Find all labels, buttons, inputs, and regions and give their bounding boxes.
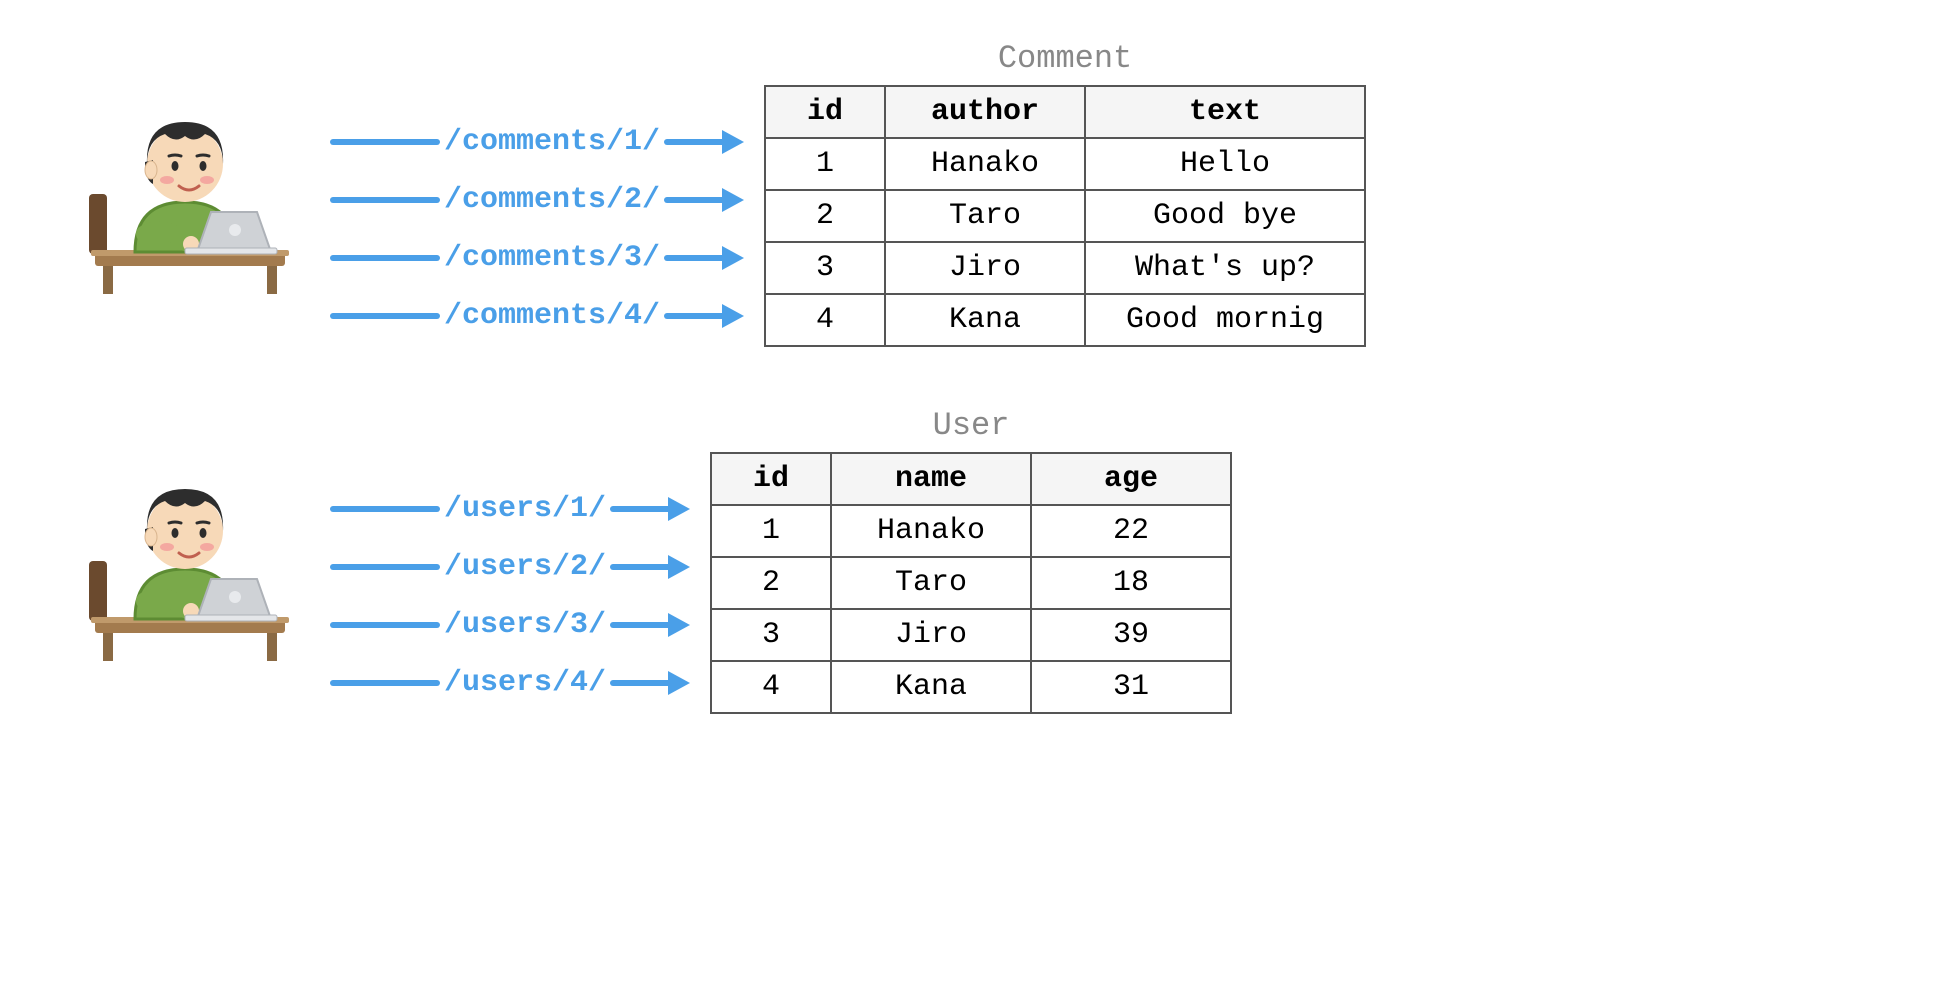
table-cell: Jiro — [885, 242, 1085, 294]
route-arrow: /users/2/ — [330, 547, 690, 587]
route-label: /comments/1/ — [440, 125, 664, 159]
arrow-line-icon — [330, 197, 440, 203]
table-cell: 3 — [711, 609, 831, 661]
table-row: 1HanakoHello — [765, 138, 1365, 190]
route-label: /users/1/ — [440, 492, 610, 526]
column-header: name — [831, 453, 1031, 505]
table-cell: Kana — [885, 294, 1085, 346]
table-cell: 4 — [711, 661, 831, 713]
table-title: Comment — [764, 40, 1366, 77]
arrow-head-icon — [668, 497, 690, 521]
arrow-line-icon — [664, 197, 724, 203]
route-arrow: /users/3/ — [330, 605, 690, 645]
table-row: 3JiroWhat's up? — [765, 242, 1365, 294]
arrow-line-icon — [610, 680, 670, 686]
table-column: Comment idauthortext1HanakoHello2TaroGoo… — [764, 40, 1366, 347]
table-cell: Taro — [831, 557, 1031, 609]
arrow-line-icon — [610, 506, 670, 512]
route-arrow: /comments/2/ — [330, 180, 744, 220]
arrow-head-icon — [668, 613, 690, 637]
table-row: 2Taro18 — [711, 557, 1231, 609]
table-cell: Hanako — [831, 505, 1031, 557]
table-cell: What's up? — [1085, 242, 1365, 294]
route-arrow: /users/1/ — [330, 489, 690, 529]
data-table: idauthortext1HanakoHello2TaroGood bye3Ji… — [764, 85, 1366, 347]
table-cell: Jiro — [831, 609, 1031, 661]
table-cell: 4 — [765, 294, 885, 346]
column-header: author — [885, 86, 1085, 138]
diagram-root: /comments/1/ /comments/2/ /comments/3/ /… — [60, 40, 1884, 714]
arrow-line-icon — [664, 255, 724, 261]
arrow-line-icon — [330, 139, 440, 145]
table-cell: 2 — [711, 557, 831, 609]
arrow-line-icon — [330, 564, 440, 570]
person-at-laptop-icon — [75, 84, 295, 304]
route-label: /comments/3/ — [440, 241, 664, 275]
table-cell: 39 — [1031, 609, 1231, 661]
arrow-line-icon — [330, 255, 440, 261]
table-cell: 22 — [1031, 505, 1231, 557]
column-header: text — [1085, 86, 1365, 138]
route-label: /comments/2/ — [440, 183, 664, 217]
diagram-section: /comments/1/ /comments/2/ /comments/3/ /… — [60, 40, 1884, 347]
table-row: 1Hanako22 — [711, 505, 1231, 557]
table-header-row: idauthortext — [765, 86, 1365, 138]
table-row: 3Jiro39 — [711, 609, 1231, 661]
table-header-row: idnameage — [711, 453, 1231, 505]
table-cell: 3 — [765, 242, 885, 294]
route-label: /comments/4/ — [440, 299, 664, 333]
data-table: idnameage1Hanako222Taro183Jiro394Kana31 — [710, 452, 1232, 714]
arrow-head-icon — [722, 188, 744, 212]
table-cell: Hanako — [885, 138, 1085, 190]
column-header: age — [1031, 453, 1231, 505]
table-row: 4KanaGood mornig — [765, 294, 1365, 346]
arrow-line-icon — [610, 564, 670, 570]
table-column: User idnameage1Hanako222Taro183Jiro394Ka… — [710, 407, 1232, 714]
table-row: 4Kana31 — [711, 661, 1231, 713]
person-at-laptop-icon — [75, 451, 295, 671]
route-label: /users/4/ — [440, 666, 610, 700]
avatar-column — [60, 451, 310, 671]
arrow-line-icon — [610, 622, 670, 628]
table-cell: Taro — [885, 190, 1085, 242]
table-cell: 1 — [711, 505, 831, 557]
table-cell: 2 — [765, 190, 885, 242]
table-row: 2TaroGood bye — [765, 190, 1365, 242]
route-arrow: /comments/4/ — [330, 296, 744, 336]
table-cell: Kana — [831, 661, 1031, 713]
table-cell: 1 — [765, 138, 885, 190]
arrow-line-icon — [330, 313, 440, 319]
arrow-line-icon — [330, 622, 440, 628]
route-label: /users/3/ — [440, 608, 610, 642]
arrow-line-icon — [664, 139, 724, 145]
route-arrow: /users/4/ — [330, 663, 690, 703]
table-cell: 31 — [1031, 661, 1231, 713]
table-title: User — [710, 407, 1232, 444]
table-cell: 18 — [1031, 557, 1231, 609]
arrow-line-icon — [330, 506, 440, 512]
diagram-section: /users/1/ /users/2/ /users/3/ /users/4/ … — [60, 407, 1884, 714]
avatar-column — [60, 84, 310, 304]
arrow-head-icon — [722, 304, 744, 328]
arrows-column: /comments/1/ /comments/2/ /comments/3/ /… — [330, 52, 744, 336]
column-header: id — [711, 453, 831, 505]
table-cell: Good bye — [1085, 190, 1365, 242]
arrow-line-icon — [330, 680, 440, 686]
route-arrow: /comments/1/ — [330, 122, 744, 162]
route-arrow: /comments/3/ — [330, 238, 744, 278]
column-header: id — [765, 86, 885, 138]
arrow-head-icon — [722, 246, 744, 270]
table-cell: Hello — [1085, 138, 1365, 190]
arrow-line-icon — [664, 313, 724, 319]
arrow-head-icon — [668, 555, 690, 579]
arrow-head-icon — [668, 671, 690, 695]
arrow-head-icon — [722, 130, 744, 154]
route-label: /users/2/ — [440, 550, 610, 584]
table-cell: Good mornig — [1085, 294, 1365, 346]
arrows-column: /users/1/ /users/2/ /users/3/ /users/4/ — [330, 419, 690, 703]
